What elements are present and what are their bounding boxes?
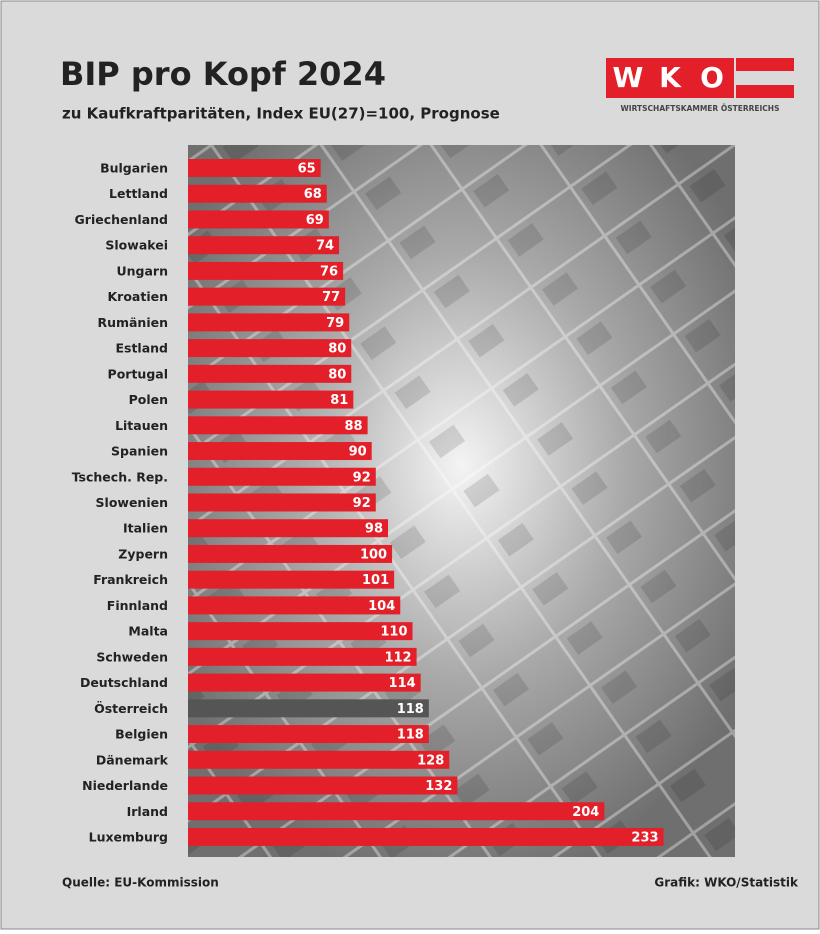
bar — [188, 236, 340, 255]
credit: Grafik: WKO/Statistik — [654, 876, 799, 890]
value-label: 68 — [304, 187, 322, 202]
bar — [188, 725, 429, 744]
bar — [188, 699, 429, 718]
value-label: 233 — [631, 830, 658, 845]
y-tick-label: Rumänien — [97, 315, 168, 330]
bar — [188, 802, 605, 821]
logo-stripe — [736, 85, 794, 98]
bar — [188, 442, 372, 461]
y-tick-label: Estland — [115, 341, 168, 356]
bar — [188, 287, 346, 306]
bar — [188, 673, 421, 692]
y-tick-label: Ungarn — [117, 263, 169, 278]
value-label: 114 — [389, 676, 416, 691]
value-label: 98 — [365, 522, 383, 537]
value-label: 69 — [306, 213, 324, 228]
bar — [188, 339, 352, 358]
y-tick-label: Luxemburg — [89, 829, 168, 844]
y-tick-label: Spanien — [111, 444, 168, 459]
value-label: 100 — [360, 547, 387, 562]
y-tick-label: Deutschland — [80, 675, 168, 690]
bar — [188, 390, 354, 409]
bar — [188, 467, 376, 486]
bar — [188, 493, 376, 512]
value-label: 76 — [320, 264, 338, 279]
y-tick-label: Litauen — [115, 418, 168, 433]
value-label: 118 — [397, 728, 424, 743]
y-tick-label: Belgien — [115, 727, 168, 742]
value-label: 101 — [362, 573, 389, 588]
value-label: 79 — [326, 316, 344, 331]
logo-letter: K — [659, 61, 682, 94]
bar — [188, 596, 401, 615]
y-tick-label: Frankreich — [93, 572, 168, 587]
y-tick-label: Slowakei — [105, 238, 168, 253]
y-tick-label: Dänemark — [96, 752, 169, 767]
bar — [188, 184, 327, 203]
y-tick-label: Österreich — [94, 701, 168, 716]
bar — [188, 622, 413, 641]
value-label: 77 — [322, 290, 340, 305]
logo-letter: O — [700, 61, 724, 94]
bar — [188, 261, 344, 280]
y-tick-label: Lettland — [109, 186, 168, 201]
value-label: 88 — [345, 419, 363, 434]
value-label: 92 — [353, 496, 371, 511]
value-label: 104 — [368, 599, 395, 614]
value-label: 128 — [417, 753, 444, 768]
y-tick-label: Italien — [123, 521, 168, 536]
y-tick-label: Slowenien — [96, 495, 168, 510]
y-tick-label: Kroatien — [107, 289, 168, 304]
chart-title: BIP pro Kopf 2024 — [60, 55, 386, 93]
value-label: 204 — [572, 805, 599, 820]
logo-letter: W — [613, 61, 644, 94]
y-tick-label: Finnland — [107, 598, 168, 613]
bar — [188, 313, 350, 332]
y-tick-label: Schweden — [96, 649, 168, 664]
value-label: 90 — [349, 445, 367, 460]
value-label: 92 — [353, 470, 371, 485]
y-tick-label: Griechenland — [75, 212, 168, 227]
bar — [188, 159, 321, 177]
chart-subtitle: zu Kaufkraftparitäten, Index EU(27)=100,… — [62, 105, 500, 123]
y-tick-label: Tschech. Rep. — [72, 469, 168, 484]
y-tick-label: Polen — [129, 392, 168, 407]
y-tick-label: Zypern — [118, 546, 168, 561]
bar — [188, 416, 368, 435]
logo-caption: WIRTSCHAFTSKAMMER ÖSTERREICHS — [621, 104, 780, 113]
value-label: 81 — [330, 393, 348, 408]
value-label: 112 — [384, 650, 411, 665]
bar — [188, 647, 417, 666]
y-tick-label: Portugal — [108, 366, 168, 381]
bar — [188, 750, 450, 769]
y-tick-label: Irland — [127, 804, 168, 819]
value-label: 74 — [316, 239, 334, 254]
bar — [188, 544, 393, 563]
value-label: 80 — [328, 342, 346, 357]
bar — [188, 776, 458, 795]
y-tick-label: Bulgarien — [100, 161, 168, 176]
value-label: 80 — [328, 367, 346, 382]
bar — [188, 210, 329, 229]
logo-box — [606, 58, 734, 98]
bar — [188, 570, 395, 589]
value-label: 118 — [397, 702, 424, 717]
value-label: 65 — [298, 162, 316, 177]
logo: W K O WIRTSCHAFTSKAMMER ÖSTERREICHS — [606, 58, 794, 113]
value-label: 110 — [380, 625, 407, 640]
y-tick-label: Malta — [128, 624, 168, 639]
y-tick-label: Niederlande — [82, 778, 168, 793]
logo-stripe — [736, 58, 794, 71]
bar — [188, 364, 352, 383]
value-label: 132 — [425, 779, 452, 794]
source: Quelle: EU-Kommission — [62, 876, 219, 890]
bar — [188, 827, 664, 846]
bar — [188, 519, 389, 538]
